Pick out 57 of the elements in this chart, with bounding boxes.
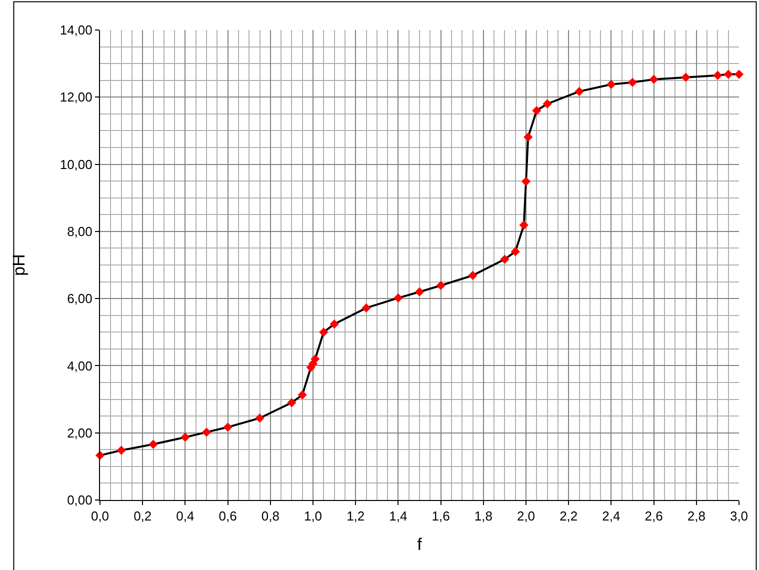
point bbox=[116, 446, 126, 455]
point bbox=[287, 398, 296, 408]
x-tick-label: 2,0 bbox=[516, 508, 536, 524]
point bbox=[519, 220, 528, 230]
point bbox=[510, 247, 520, 256]
y-tick-label: 10,00 bbox=[60, 156, 92, 172]
point bbox=[202, 428, 212, 437]
point bbox=[148, 440, 158, 449]
y-tick-label: 12,00 bbox=[60, 90, 92, 105]
y-tick-label: 6,00 bbox=[67, 291, 92, 306]
x-tick-label: 0,8 bbox=[261, 508, 280, 524]
point bbox=[524, 132, 533, 142]
x-tick-label: 1,6 bbox=[432, 508, 450, 524]
point bbox=[330, 320, 339, 329]
point bbox=[310, 354, 320, 364]
point bbox=[734, 70, 744, 79]
point bbox=[414, 287, 424, 296]
x-tick-label: 2,8 bbox=[687, 508, 706, 524]
x-tick-label: 0,0 bbox=[90, 508, 110, 524]
x-tick-label: 3,0 bbox=[730, 508, 748, 524]
x-axis-title: f bbox=[417, 535, 422, 554]
point bbox=[532, 106, 542, 116]
point bbox=[649, 74, 658, 84]
x-tick-label: 1,8 bbox=[474, 508, 492, 524]
point bbox=[606, 80, 616, 89]
point bbox=[436, 280, 446, 290]
point bbox=[468, 270, 478, 280]
x-tick-label: 2,2 bbox=[560, 508, 578, 524]
point bbox=[542, 99, 552, 108]
point bbox=[681, 72, 690, 82]
x-tick-label: 2,6 bbox=[644, 508, 663, 524]
point bbox=[362, 303, 371, 313]
point bbox=[319, 328, 328, 337]
y-tick-label: 8,00 bbox=[67, 224, 92, 239]
x-tick-label: 0,6 bbox=[218, 508, 237, 524]
point bbox=[628, 78, 638, 87]
x-tick-label: 0,2 bbox=[134, 508, 152, 524]
y-tick-label: 2,00 bbox=[67, 425, 92, 440]
point bbox=[521, 176, 531, 186]
point bbox=[724, 70, 733, 79]
y-tick-label: 4,00 bbox=[67, 358, 92, 374]
point bbox=[255, 414, 264, 423]
y-tick-label: 14,00 bbox=[60, 22, 92, 38]
point bbox=[180, 432, 190, 442]
y-axis-title: pH bbox=[9, 254, 28, 276]
x-tick-label: 1,4 bbox=[389, 508, 408, 524]
point bbox=[713, 70, 722, 80]
y-tick-label: 0,00 bbox=[67, 492, 92, 508]
x-tick-label: 1,0 bbox=[304, 508, 322, 524]
x-tick-label: 2,4 bbox=[602, 508, 620, 524]
x-tick-label: 1,2 bbox=[346, 508, 365, 524]
point bbox=[298, 390, 307, 400]
point bbox=[223, 422, 232, 432]
point bbox=[394, 293, 403, 302]
point bbox=[500, 254, 510, 264]
x-tick-label: 0,4 bbox=[176, 508, 194, 524]
point bbox=[574, 86, 584, 96]
